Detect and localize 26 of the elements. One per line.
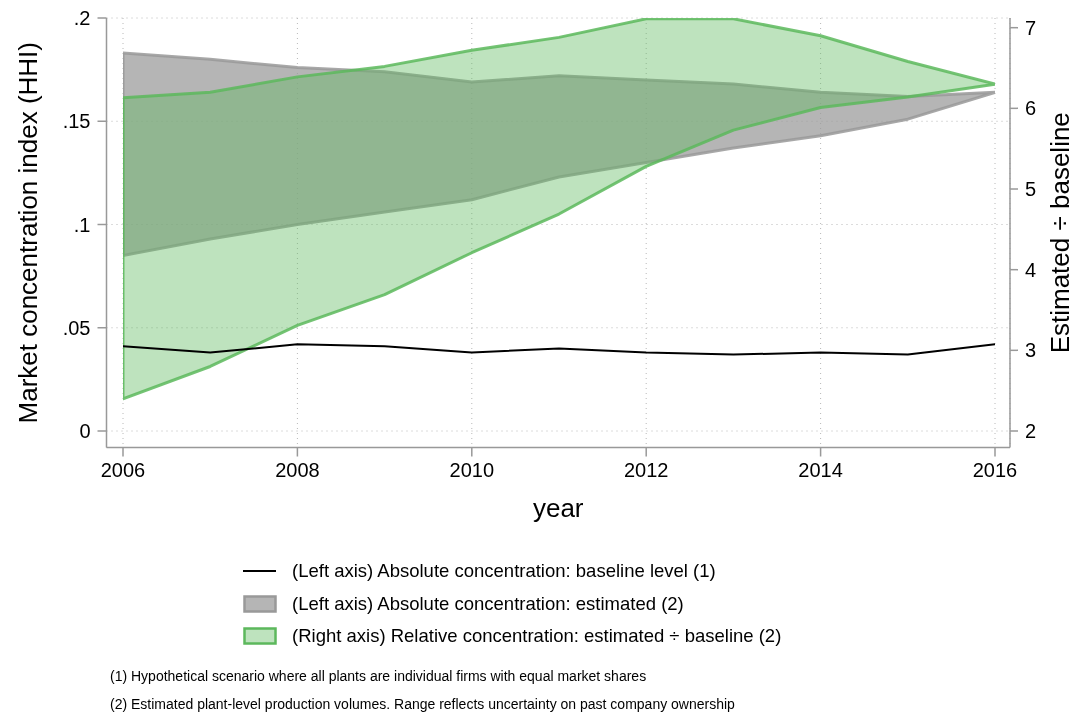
x-axis-title: year (532, 493, 584, 523)
line-series (123, 343, 995, 356)
y-tick-label: .2 (73, 7, 91, 30)
y2-axis-title: Estimated ÷ baseline (1045, 112, 1076, 354)
y-tick-label: .05 (62, 316, 91, 339)
legend-label: (Left axis) Absolute concentration: baseline level (1) (292, 560, 716, 583)
y2-tick-label: 7 (1025, 16, 1037, 39)
x-tick-label: 2006 (100, 458, 146, 481)
y-tick-label: .1 (73, 213, 91, 236)
y2-tick-label: 4 (1025, 258, 1037, 281)
y-tick-label: .15 (62, 110, 91, 133)
y2-tick-label: 2 (1025, 420, 1037, 443)
text: (2) Estimated plant-level production volumes. Range reflects uncertainty on past company ownership (110, 695, 735, 714)
legend-label: (Left axis) Absolute concentration: estimated (2) (292, 592, 684, 615)
x-tick-label: 2012 (623, 458, 669, 481)
y2-tick-label: 3 (1025, 339, 1037, 362)
y-axis-title: Market concentration index (HHI) (13, 42, 44, 424)
x-tick-label: 2010 (449, 458, 495, 481)
text: (1) Hypothetical scenario where all plants are individual firms with equal market shares (110, 667, 648, 686)
x-tick-label: 2008 (275, 458, 320, 481)
legend-label: (Right axis) Relative concentration: estimated ÷ baseline (2) (292, 625, 782, 648)
y2-tick-label: 6 (1025, 97, 1037, 120)
x-tick-label: 2014 (798, 458, 843, 481)
y-tick-label: 0 (79, 420, 91, 443)
y2-tick-label: 5 (1025, 178, 1037, 201)
x-tick-label: 2016 (972, 458, 1018, 481)
